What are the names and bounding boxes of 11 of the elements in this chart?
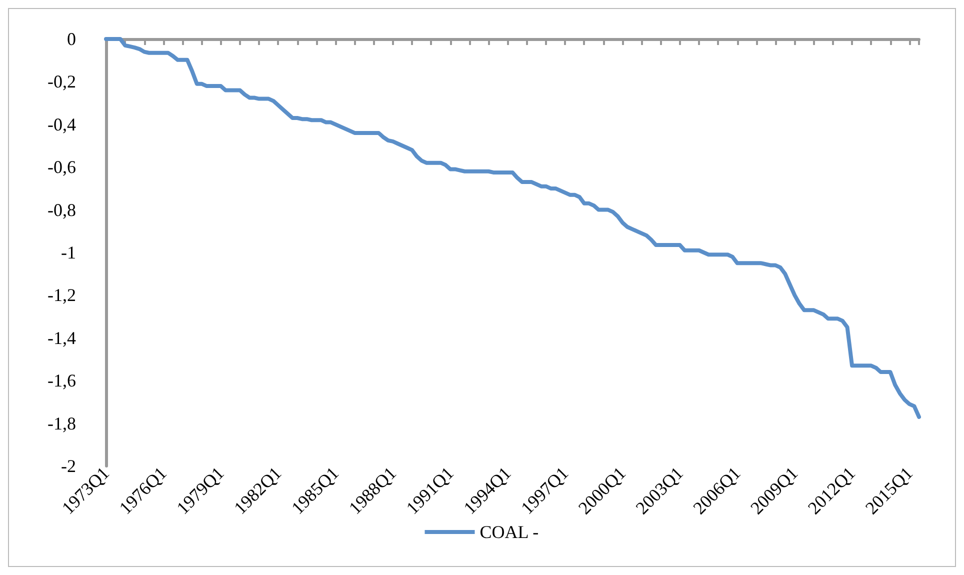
legend-label: COAL - [480, 522, 539, 542]
y-tick-label: -1 [61, 242, 76, 262]
y-tick-label: -1,6 [48, 370, 76, 391]
y-tick-label: -0,4 [48, 114, 76, 134]
y-tick-label: -1,8 [48, 413, 76, 434]
y-tick-label: -0,8 [48, 200, 76, 220]
y-tick-label: -1,2 [48, 285, 76, 306]
y-tick-label: -0,2 [48, 72, 76, 92]
y-tick-label: 0 [67, 29, 76, 49]
y-tick-label: -0,6 [48, 157, 76, 178]
y-tick-label: -1,4 [48, 328, 76, 348]
